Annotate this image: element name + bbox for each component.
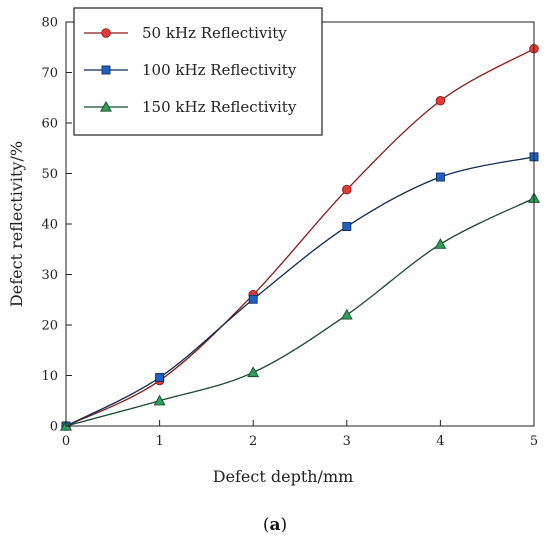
y-axis-title: Defect reflectivity/% <box>7 141 26 307</box>
x-tick-label: 4 <box>436 434 444 449</box>
y-tick-label: 50 <box>41 167 58 182</box>
series-3-point <box>247 366 260 378</box>
x-tick-label: 1 <box>155 434 163 449</box>
x-tick-label: 2 <box>249 434 257 449</box>
legend: 50 kHz Reflectivity 100 kHz Reflectivity 1… <box>73 7 323 136</box>
y-tick-label: 60 <box>41 117 58 132</box>
series-1-point <box>342 184 352 195</box>
x-tick-label: 0 <box>62 434 70 449</box>
legend-label-3: 150 kHz Reflectivity <box>142 98 297 116</box>
series-2-point <box>155 373 165 382</box>
series-3-point <box>153 394 166 406</box>
figure-caption: (a) <box>263 515 287 535</box>
series-2-point <box>342 222 352 231</box>
legend-marker-3 <box>100 100 112 112</box>
x-tick-label: 5 <box>530 434 538 449</box>
y-tick-label: 30 <box>41 268 58 283</box>
caption-close: ) <box>281 515 288 535</box>
legend-marker-2 <box>101 65 111 75</box>
legend-label-1: 50 kHz Reflectivity <box>142 24 287 42</box>
series-1-point <box>435 96 446 106</box>
series-3-point <box>340 308 353 320</box>
legend-marker-1 <box>101 28 111 38</box>
series-3-point <box>434 238 447 249</box>
series-2-point <box>435 172 445 182</box>
x-axis-title: Defect depth/mm <box>213 467 354 486</box>
y-tick-label: 70 <box>41 66 58 81</box>
legend-box <box>73 7 323 136</box>
y-tick-label: 40 <box>41 218 58 233</box>
series-2-point <box>248 294 258 304</box>
caption-letter: a <box>269 515 280 535</box>
series-line-2 <box>65 156 535 427</box>
y-tick-label: 10 <box>41 369 58 384</box>
y-tick-label: 0 <box>50 420 58 435</box>
x-tick-label: 3 <box>343 434 351 449</box>
y-axis-ticks: 0 10 20 30 40 50 60 70 80 <box>41 16 72 435</box>
plot-marks <box>60 44 540 431</box>
series-line-3 <box>65 197 535 427</box>
y-tick-label: 20 <box>41 319 58 334</box>
x-axis-ticks: 0 1 2 3 4 5 <box>62 420 538 449</box>
series-line-1 <box>65 48 535 427</box>
caption-open: ( <box>263 515 270 535</box>
y-tick-label: 80 <box>41 16 58 31</box>
legend-label-2: 100 kHz Reflectivity <box>142 61 297 79</box>
